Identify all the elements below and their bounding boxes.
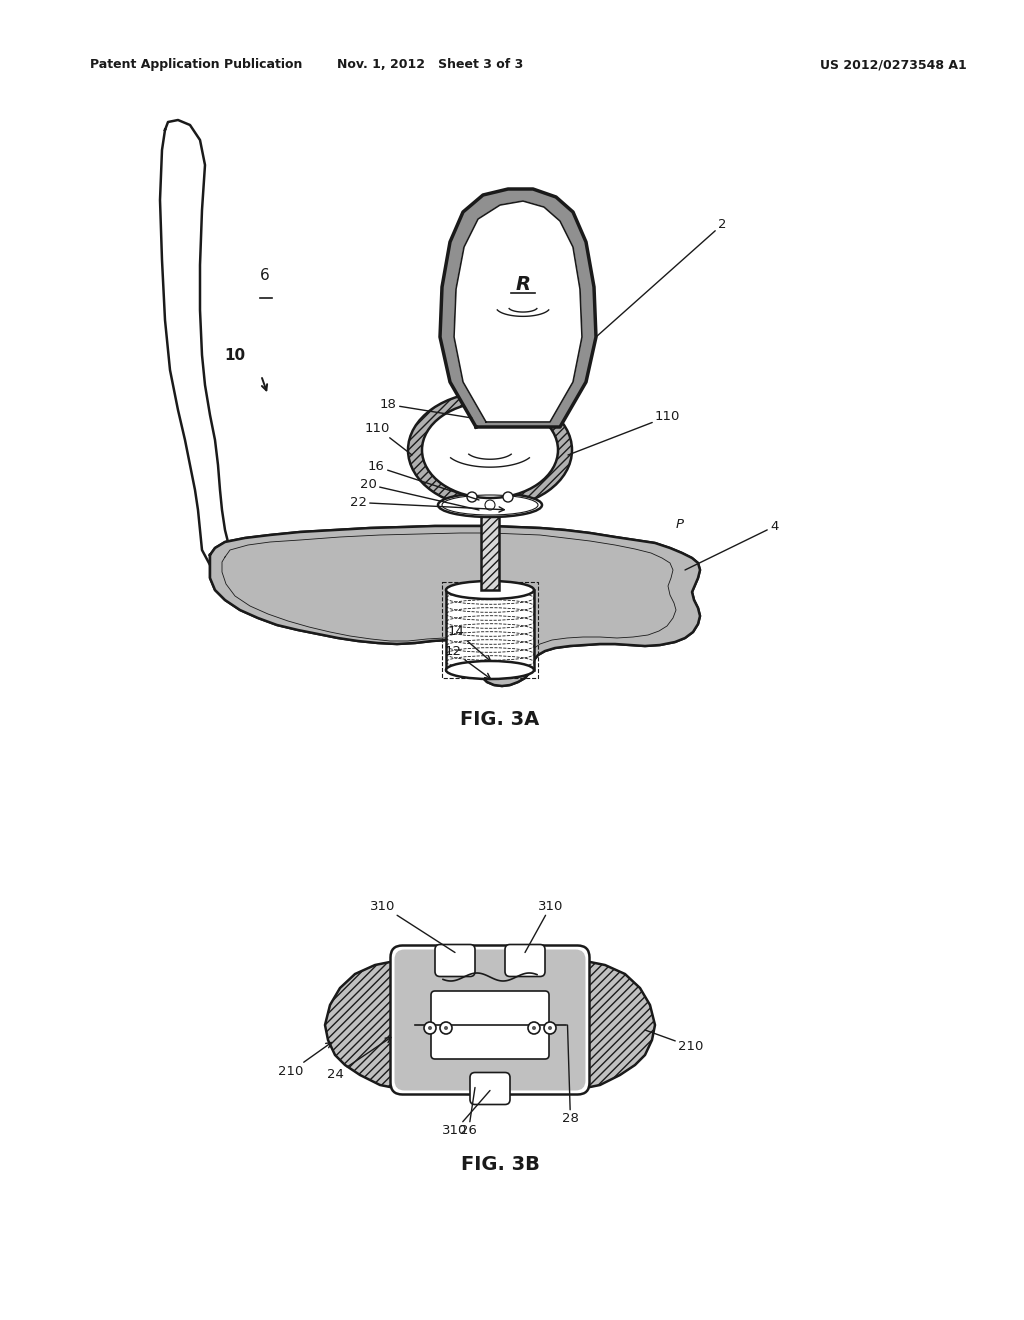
Text: 310: 310 xyxy=(442,1090,490,1138)
Text: 14: 14 xyxy=(449,624,490,661)
Text: 210: 210 xyxy=(278,1043,332,1078)
Text: US 2012/0273548 A1: US 2012/0273548 A1 xyxy=(820,58,967,71)
Text: FIG. 3B: FIG. 3B xyxy=(461,1155,540,1173)
Circle shape xyxy=(528,1022,540,1034)
FancyBboxPatch shape xyxy=(394,949,586,1090)
Circle shape xyxy=(428,1026,432,1030)
Ellipse shape xyxy=(446,581,534,599)
Text: 2: 2 xyxy=(596,218,726,337)
Circle shape xyxy=(503,492,513,502)
Text: Nov. 1, 2012   Sheet 3 of 3: Nov. 1, 2012 Sheet 3 of 3 xyxy=(337,58,523,71)
Text: P: P xyxy=(676,517,684,531)
Circle shape xyxy=(467,492,477,502)
Ellipse shape xyxy=(446,661,534,678)
Text: 24: 24 xyxy=(328,1038,391,1081)
PathPatch shape xyxy=(440,189,596,426)
Circle shape xyxy=(548,1026,552,1030)
Polygon shape xyxy=(325,954,655,1096)
FancyBboxPatch shape xyxy=(435,945,475,977)
Circle shape xyxy=(532,1026,536,1030)
Text: 310: 310 xyxy=(525,899,563,953)
Polygon shape xyxy=(402,957,578,1082)
Text: 16: 16 xyxy=(368,459,479,500)
Circle shape xyxy=(424,1022,436,1034)
FancyBboxPatch shape xyxy=(390,945,590,1094)
Text: 110: 110 xyxy=(365,422,412,455)
Circle shape xyxy=(485,500,495,510)
PathPatch shape xyxy=(210,525,700,686)
Polygon shape xyxy=(454,201,582,422)
Text: 310: 310 xyxy=(370,899,455,953)
Polygon shape xyxy=(160,120,240,573)
Text: 10: 10 xyxy=(224,348,245,363)
Ellipse shape xyxy=(408,392,572,508)
Circle shape xyxy=(440,1022,452,1034)
Circle shape xyxy=(444,1026,449,1030)
Text: 6: 6 xyxy=(260,268,269,282)
Text: Patent Application Publication: Patent Application Publication xyxy=(90,58,302,71)
FancyBboxPatch shape xyxy=(470,1072,510,1105)
Text: 28: 28 xyxy=(562,1026,579,1126)
Text: FIG. 3A: FIG. 3A xyxy=(461,710,540,729)
Text: 22: 22 xyxy=(350,496,504,512)
Text: 26: 26 xyxy=(460,1088,477,1138)
FancyBboxPatch shape xyxy=(505,945,545,977)
Text: 12: 12 xyxy=(445,645,490,678)
Ellipse shape xyxy=(422,403,558,498)
Text: 20: 20 xyxy=(360,478,479,510)
Ellipse shape xyxy=(438,492,542,517)
Polygon shape xyxy=(325,954,655,1096)
Text: R: R xyxy=(515,276,530,294)
Polygon shape xyxy=(210,525,700,686)
Text: 18: 18 xyxy=(380,399,472,418)
Polygon shape xyxy=(481,490,499,590)
FancyBboxPatch shape xyxy=(431,991,549,1059)
Text: 110: 110 xyxy=(568,411,680,455)
Polygon shape xyxy=(446,590,534,671)
Text: 4: 4 xyxy=(685,520,778,570)
Circle shape xyxy=(544,1022,556,1034)
Text: 210: 210 xyxy=(645,1030,703,1053)
